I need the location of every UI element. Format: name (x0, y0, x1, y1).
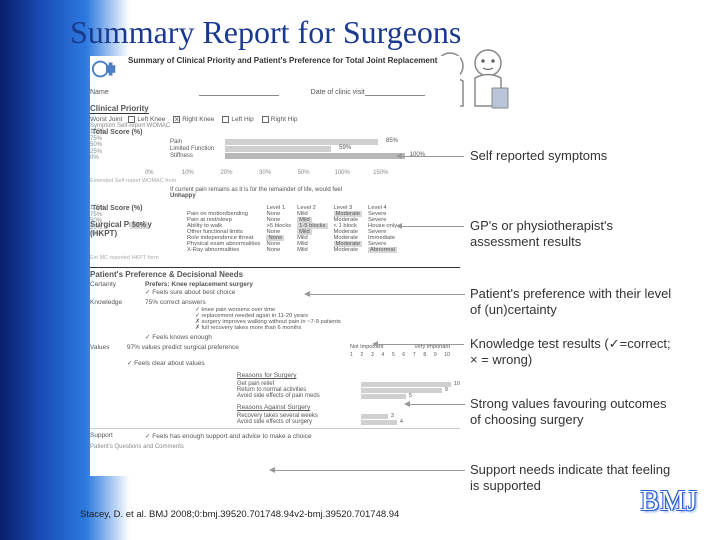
preference-heading: Patient's Preference & Decisional Needs (90, 267, 460, 279)
reason-row: Avoid side effects of surgery 4 (237, 419, 460, 425)
arrow-icon (378, 344, 464, 345)
support-label: Support (90, 432, 145, 440)
knowledge-pct: 75% (145, 299, 158, 306)
womac-footnote: Extended Self-report WOMAC from (90, 178, 460, 184)
arrow-icon (310, 294, 465, 295)
knowledge-item: ✗ full recovery takes more than 6 months (195, 325, 341, 331)
reason-row: Avoid side effects of pain meds 5 (237, 393, 460, 399)
certainty-value: Prefers: Knee replacement surgery (145, 281, 253, 288)
form-title: Summary of Clinical Priority and Patient… (128, 56, 437, 65)
values-row: Values 97% values predict surgical prefe… (90, 344, 460, 425)
surgical-score-label: Total Score (%) (92, 205, 460, 212)
name-date-row: Name Date of clinic visit (90, 88, 460, 96)
knowledge-feel: ✓ Feels knows enough (145, 333, 341, 341)
importance-scale: 12345678910 (350, 352, 450, 358)
joint-option-label: Right Hip (271, 116, 298, 123)
values-sub: values predict surgical preference (142, 344, 239, 351)
reason-rating: 5 (409, 393, 412, 399)
name-label: Name (90, 89, 109, 96)
reason-text: Avoid side effects of pain meds (237, 393, 357, 399)
pain-note: If current pain remains as it is for the… (170, 187, 460, 199)
hospital-logo-icon (90, 56, 120, 82)
joint-checkbox (262, 116, 269, 123)
support-text: ✓ Feels has enough support and advice to… (145, 432, 312, 440)
reason-rating: 9 (445, 387, 448, 393)
reasons-against-box: Reasons Against Surgery Recovery takes s… (237, 404, 460, 425)
joint-option-label: Right Knee (182, 116, 214, 123)
annotation: Strong values favouring outcomes of choo… (470, 396, 680, 427)
bar-fill: 59% (225, 146, 331, 152)
clinical-priority-section: Clinical Priority Worst Joint Left Knee R… (90, 101, 460, 199)
surgical-footnote: Ext MC reported HKPT form (90, 255, 460, 261)
comments-label: Patient's Questions and Comments (90, 444, 460, 450)
womac-bar-row: Limited Function59% (170, 146, 440, 152)
surgical-table-row: X-Ray abnormalitiesNoneMildModerateAbnor… (184, 247, 400, 253)
reason-text: Avoid side effects of surgery (237, 419, 357, 425)
knowledge-label: Knowledge (90, 299, 145, 341)
joint-checkbox (173, 116, 180, 123)
date-label: Date of clinic visit (311, 89, 365, 96)
slide: Summary Report for Surgeons Summary of C… (0, 0, 720, 540)
bar-value: 85% (386, 138, 398, 144)
reasons-for-box: Reasons for Surgery Get pain relief10Ret… (237, 372, 460, 399)
values-pct: 97% (127, 344, 140, 351)
certainty-label: Certainty (90, 281, 145, 296)
bar-fill: 100% (225, 153, 405, 159)
womac-bar-row: Pain85% (170, 139, 440, 145)
importance-min: Not Important (350, 344, 383, 350)
reason-bar (361, 414, 388, 419)
womac-score-label: Total Score (%) (92, 129, 460, 136)
citation: Stacey, D. et al. BMJ 2008;0:bmj.39520.7… (80, 509, 399, 520)
bar-fill: 85% (225, 139, 378, 145)
certainty-sub: ✓ Feels sure about best choice (145, 289, 235, 296)
bmj-logo: BMJ (641, 486, 698, 518)
importance-max: Very Important (414, 344, 450, 350)
reason-rating: 3 (391, 413, 394, 419)
bar-label: Pain (170, 139, 225, 145)
womac-x-scale: 0%10%20%30%50%100%150% (130, 170, 400, 176)
bar-value: 59% (339, 145, 351, 151)
worst-joint-label: Worst Joint (90, 116, 122, 123)
annotation: Patient's preference with their level of… (470, 286, 680, 317)
reason-bar (361, 420, 397, 425)
reason-rating: 10 (454, 381, 460, 387)
date-field (365, 88, 425, 96)
joint-option-label: Left Hip (231, 116, 253, 123)
arrow-icon (402, 156, 464, 157)
worst-joint-row: Worst Joint Left Knee Right Knee Left Hip R… (90, 116, 460, 123)
name-field (199, 88, 279, 96)
summary-form: Summary of Clinical Priority and Patient… (90, 56, 460, 476)
annotation: GP's or physiotherapist's assessment res… (470, 218, 680, 249)
surgical-pct-scale: 100%75%50%25%0% (90, 205, 105, 238)
joint-option-label: Left Knee (137, 116, 165, 123)
womac-pct-scale: 100%75%50%25%0% (90, 129, 105, 162)
bar-label: Stiffness (170, 153, 225, 159)
reason-bar (361, 388, 442, 393)
values-label: Values (90, 344, 127, 425)
reason-bar (361, 394, 406, 399)
annotation: Knowledge test results (✓=correct; × = w… (470, 336, 680, 367)
surgical-score-value: 50% (130, 222, 148, 229)
reason-bar (361, 382, 451, 387)
knowledge-sub: correct answers (160, 299, 206, 306)
arrow-icon (402, 226, 464, 227)
annotation: Self reported symptoms (470, 148, 680, 164)
support-row: Support ✓ Feels has enough support and a… (90, 428, 460, 440)
bar-label: Limited Function (170, 146, 225, 152)
slide-title: Summary Report for Surgeons (70, 14, 461, 51)
reasons-against-title: Reasons Against Surgery (237, 404, 460, 411)
arrow-icon (410, 404, 465, 405)
reason-rating: 4 (400, 419, 403, 425)
values-feel: ✓ Feels clear about values (127, 359, 460, 367)
joint-checkbox (222, 116, 229, 123)
knowledge-row: Knowledge 75% correct answers ✓ knee pai… (90, 299, 460, 341)
clinical-priority-heading: Clinical Priority (90, 104, 149, 114)
arrow-icon (275, 470, 465, 471)
pain-answer: Unhappy (170, 193, 196, 199)
surgical-priority-section: Surgical Priority (HKPT) Level 1Level 2L… (90, 203, 460, 261)
joint-checkbox (128, 116, 135, 123)
form-header: Summary of Clinical Priority and Patient… (90, 56, 460, 82)
reasons-for-title: Reasons for Surgery (237, 372, 460, 379)
